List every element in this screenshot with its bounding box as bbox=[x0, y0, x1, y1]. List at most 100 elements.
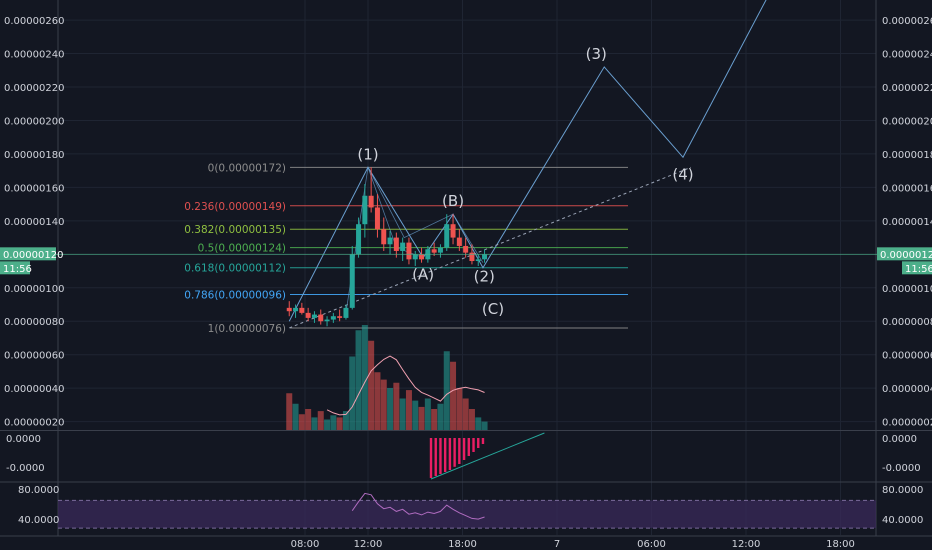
macd-histogram-bar bbox=[434, 438, 437, 476]
rsi-pane bbox=[58, 492, 876, 529]
wave-label: (A) bbox=[412, 265, 434, 283]
y-axis-tick-left: 0.00000020 bbox=[4, 418, 64, 429]
y-axis-tick-right: 0.00000160 bbox=[882, 183, 932, 194]
volume-bar bbox=[368, 340, 375, 430]
volume-bar bbox=[330, 415, 337, 430]
trend-line-dashed bbox=[289, 166, 692, 329]
fib-level-label: 0.618(0.00000112) bbox=[184, 263, 286, 275]
elliott-wave-drawing[interactable]: (1) (A) (B) (2) (C) (3) (4) bbox=[288, 0, 777, 329]
macd-histogram-bar bbox=[477, 438, 480, 448]
candle-body bbox=[299, 307, 305, 313]
candle-body bbox=[305, 312, 311, 318]
candle-body bbox=[362, 195, 368, 225]
wave-label: (4) bbox=[672, 165, 693, 183]
candle-body bbox=[286, 307, 292, 312]
volume-bar bbox=[412, 400, 419, 430]
y-axis-tick-left: 0.00000220 bbox=[4, 83, 64, 94]
rsi-band bbox=[58, 500, 876, 529]
wave-path bbox=[288, 0, 767, 322]
volume-bar bbox=[468, 409, 475, 430]
volume-bar bbox=[481, 421, 488, 430]
volume-bar bbox=[380, 379, 387, 430]
wave-label: (B) bbox=[442, 192, 464, 210]
volume-bar bbox=[424, 398, 431, 430]
macd-histogram-bar bbox=[443, 438, 447, 472]
volume-bar bbox=[286, 393, 293, 430]
candle-body bbox=[450, 224, 456, 238]
y-axis-tick-left: 0.00000140 bbox=[4, 217, 64, 228]
volume-bar bbox=[399, 398, 406, 430]
volume-bar bbox=[393, 382, 400, 430]
volume-bar bbox=[418, 406, 425, 430]
candle-body bbox=[406, 242, 412, 260]
y-axis-tick-left: 0.00000180 bbox=[4, 150, 64, 161]
y-axis-tick-right: 0.00000100 bbox=[882, 284, 932, 295]
volume-bar bbox=[298, 414, 305, 430]
current-price-badge-left bbox=[0, 247, 56, 261]
y-axis-tick-left: 0.00000160 bbox=[4, 183, 64, 194]
fib-level-label: 0.382(0.00000135) bbox=[184, 224, 286, 236]
x-axis-tick: 06:00 bbox=[637, 539, 666, 550]
countdown-badge-right bbox=[902, 261, 932, 275]
candle-body bbox=[318, 314, 324, 322]
volume-bar bbox=[349, 356, 356, 430]
candle-body bbox=[456, 237, 462, 246]
rsi-tick-left: 80.0000 bbox=[18, 485, 59, 496]
candle-body bbox=[349, 254, 355, 308]
macd-histogram-bar bbox=[448, 438, 452, 470]
volume-bar bbox=[456, 388, 463, 430]
candle-body bbox=[330, 316, 336, 320]
macd-histogram-bar bbox=[453, 438, 456, 467]
y-axis-tick-left: 0.00000240 bbox=[4, 50, 64, 61]
rsi-tick-left: 40.0000 bbox=[18, 515, 59, 526]
volume-moving-average bbox=[326, 355, 485, 416]
y-axis-tick-right: 0.00000220 bbox=[882, 83, 932, 94]
candle-body bbox=[412, 254, 418, 260]
macd-trend-line bbox=[430, 432, 545, 480]
rsi-tick-right: 40.0000 bbox=[882, 515, 923, 526]
current-price-badge-right bbox=[877, 247, 932, 261]
y-axis-tick-left: 0.00000100 bbox=[4, 284, 64, 295]
volume-bar bbox=[405, 390, 412, 430]
fib-level-label: 0.786(0.00000096) bbox=[184, 289, 286, 301]
candle-body bbox=[324, 319, 330, 322]
volume-bar bbox=[437, 403, 444, 430]
axes: 0.00000260 0.00000260 0.00000240 0.00000240… bbox=[0, 16, 932, 550]
volume-bar bbox=[374, 372, 381, 430]
macd-histogram-bar bbox=[481, 438, 485, 444]
volume-bar bbox=[361, 325, 368, 430]
candle-body bbox=[463, 245, 469, 253]
macd-histogram-bar bbox=[429, 438, 433, 478]
y-axis-tick-left: 0.00000080 bbox=[4, 317, 64, 328]
volume-bar bbox=[387, 388, 394, 430]
current-price-value-right: 0.00000120 bbox=[880, 250, 932, 261]
wave-label: (2) bbox=[474, 267, 495, 285]
candle-body bbox=[387, 237, 393, 245]
y-axis-tick-left: 0.00000260 bbox=[4, 16, 64, 27]
candle-body bbox=[368, 195, 374, 208]
macd-tick-left: -0.0000 bbox=[6, 463, 45, 474]
candlesticks[interactable] bbox=[0, 167, 932, 327]
volume-bar bbox=[324, 419, 331, 430]
macd-tick-left: 0.0000 bbox=[6, 434, 41, 445]
volume-bar bbox=[462, 398, 469, 430]
volume-bar bbox=[342, 411, 349, 430]
x-axis-tick: 18:00 bbox=[448, 539, 477, 550]
candle-body bbox=[311, 314, 317, 318]
volume-bar bbox=[475, 417, 482, 430]
countdown-badge-left bbox=[0, 261, 30, 275]
x-axis-tick: 7 bbox=[554, 539, 560, 550]
y-axis-tick-left: 0.00000200 bbox=[4, 116, 64, 127]
x-axis-tick: 08:00 bbox=[291, 539, 320, 550]
macd-histogram-bar bbox=[439, 438, 442, 474]
volume-bar bbox=[431, 409, 438, 430]
candle-body bbox=[293, 307, 299, 312]
fibonacci-retracement[interactable]: 0(0.00000172) 0.236(0.00000149) 0.382(0.00… bbox=[184, 162, 628, 335]
wave-label: (3) bbox=[586, 45, 607, 63]
y-axis-tick-left: 0.00000040 bbox=[4, 384, 64, 395]
rsi-tick-right: 80.0000 bbox=[882, 485, 923, 496]
volume-bar bbox=[336, 417, 343, 430]
wave-label: (C) bbox=[482, 300, 504, 318]
volume-bars bbox=[286, 325, 488, 430]
